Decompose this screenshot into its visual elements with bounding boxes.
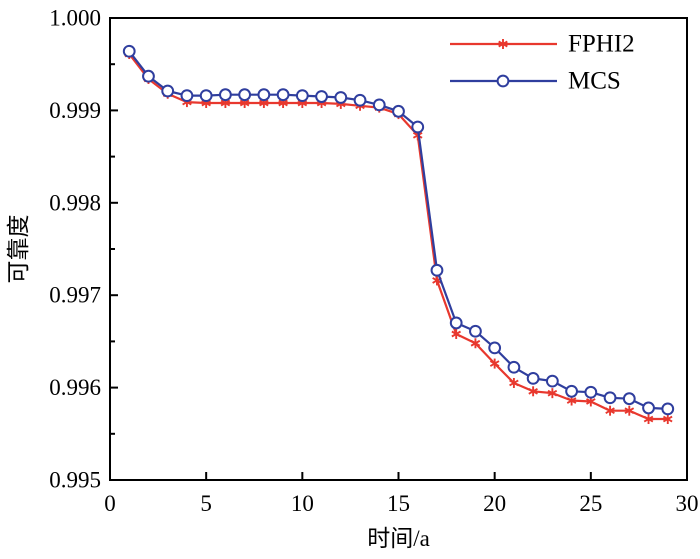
star-marker	[489, 358, 500, 369]
y-tick-label: 1.000	[49, 6, 101, 31]
circle-marker	[142, 69, 155, 83]
circle-marker	[315, 90, 328, 103]
x-tick-label: 30	[676, 491, 699, 516]
x-axis: 0 5 10 15 20 25 30	[104, 472, 699, 516]
circle-marker	[219, 88, 232, 102]
y-axis: 0.995 0.996 0.997 0.998 0.999 1.000	[49, 6, 118, 493]
x-tick-label: 15	[387, 491, 410, 516]
circle-marker	[238, 88, 252, 102]
y-tick-label: 0.998	[49, 190, 101, 215]
circle-marker	[545, 374, 559, 388]
y-tick-label: 0.999	[49, 98, 101, 123]
circle-marker	[488, 341, 502, 355]
star-marker	[509, 377, 519, 388]
star-marker	[605, 405, 615, 416]
x-tick-label: 10	[291, 491, 314, 516]
circle-marker	[411, 120, 425, 134]
circle-marker	[469, 324, 482, 338]
circle-marker	[334, 91, 348, 104]
x-tick-label: 20	[483, 491, 506, 516]
circle-marker	[392, 104, 405, 118]
circle-marker	[353, 93, 367, 107]
circle-marker	[372, 98, 386, 112]
y-tick-label: 0.996	[49, 375, 101, 400]
y-tick-label: 0.995	[49, 468, 101, 493]
series-MCS	[122, 44, 675, 416]
circle-marker	[526, 371, 540, 385]
x-axis-title: 时间/a	[367, 526, 430, 551]
y-axis-title: 可靠度	[6, 215, 31, 284]
y-tick-label: 0.997	[49, 283, 101, 308]
circle-marker	[449, 316, 463, 330]
circle-marker	[430, 263, 444, 277]
circle-marker	[496, 74, 510, 88]
circle-marker	[180, 89, 194, 103]
circle-marker	[295, 89, 309, 103]
circle-marker	[603, 391, 617, 405]
legend: FPHI2 MCS	[450, 31, 635, 95]
circle-marker	[584, 385, 598, 399]
circle-marker	[622, 392, 636, 406]
legend-entry-FPHI2: FPHI2	[450, 31, 635, 58]
star-marker	[643, 414, 654, 425]
star-marker	[470, 338, 481, 349]
circle-marker	[199, 89, 213, 103]
circle-marker	[122, 44, 136, 58]
circle-marker	[507, 360, 521, 374]
x-tick-label: 5	[200, 491, 212, 516]
circle-marker	[161, 84, 175, 98]
star-marker	[528, 386, 538, 397]
star-marker	[624, 405, 635, 416]
circle-marker	[565, 384, 578, 398]
x-tick-label: 25	[579, 491, 602, 516]
legend-label: FPHI2	[568, 31, 635, 58]
circle-marker	[276, 88, 290, 102]
circle-marker	[642, 401, 655, 415]
circle-marker	[661, 402, 675, 416]
legend-entry-MCS: MCS	[450, 68, 621, 95]
legend-label: MCS	[568, 68, 621, 95]
star-marker	[547, 388, 558, 399]
star-marker	[498, 39, 508, 49]
star-marker	[451, 329, 462, 340]
star-marker	[662, 414, 673, 425]
circle-marker	[257, 88, 271, 102]
x-tick-label: 0	[104, 491, 116, 516]
